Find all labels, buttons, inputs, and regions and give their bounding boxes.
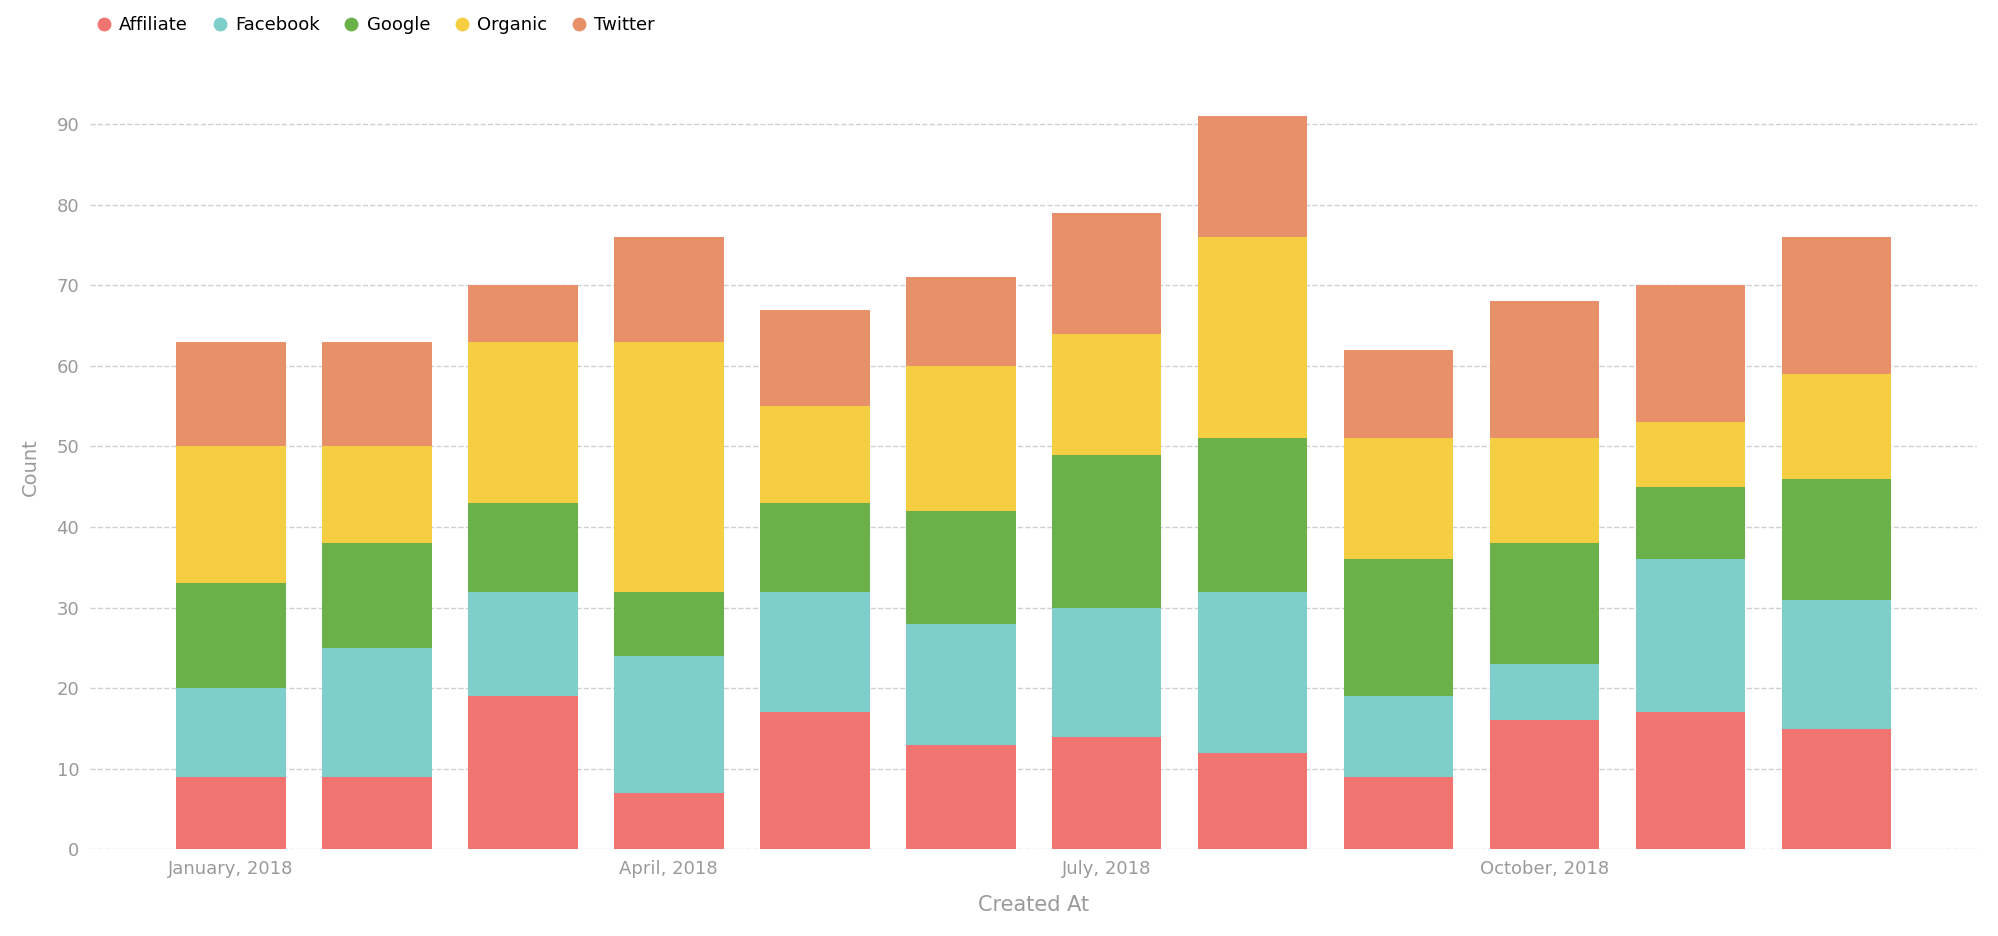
Bar — [1782, 478, 1892, 600]
Bar — [468, 503, 577, 592]
Bar — [1199, 438, 1307, 592]
Bar — [1053, 333, 1161, 455]
Bar — [468, 285, 577, 342]
Bar — [1345, 560, 1453, 696]
Bar — [1199, 753, 1307, 849]
Bar — [905, 511, 1015, 623]
X-axis label: Created At: Created At — [979, 895, 1089, 915]
Bar — [1491, 664, 1600, 721]
Bar — [322, 777, 432, 849]
Bar — [759, 592, 869, 712]
Bar — [176, 342, 286, 446]
Bar — [1636, 487, 1746, 560]
Bar — [905, 745, 1015, 849]
Bar — [176, 777, 286, 849]
Bar — [1782, 374, 1892, 478]
Bar — [1782, 237, 1892, 374]
Bar — [468, 342, 577, 503]
Bar — [468, 592, 577, 696]
Bar — [468, 696, 577, 849]
Bar — [1345, 777, 1453, 849]
Bar — [1345, 696, 1453, 777]
Bar — [1636, 285, 1746, 422]
Bar — [176, 688, 286, 777]
Bar — [759, 712, 869, 849]
Bar — [759, 310, 869, 406]
Bar — [1491, 301, 1600, 438]
Bar — [1636, 422, 1746, 487]
Bar — [1782, 600, 1892, 728]
Bar — [613, 793, 723, 849]
Bar — [1345, 350, 1453, 438]
Bar — [613, 656, 723, 793]
Bar — [1636, 560, 1746, 712]
Bar — [322, 342, 432, 446]
Bar — [1199, 237, 1307, 438]
Bar — [322, 446, 432, 543]
Bar — [759, 503, 869, 592]
Bar — [176, 446, 286, 583]
Bar — [1491, 721, 1600, 849]
Bar — [1491, 543, 1600, 664]
Bar — [905, 277, 1015, 366]
Bar — [1636, 712, 1746, 849]
Bar — [1345, 438, 1453, 560]
Bar — [1199, 592, 1307, 753]
Legend: Affiliate, Facebook, Google, Organic, Twitter: Affiliate, Facebook, Google, Organic, Tw… — [100, 16, 655, 35]
Bar — [1491, 438, 1600, 543]
Bar — [176, 583, 286, 688]
Bar — [905, 366, 1015, 511]
Bar — [1053, 737, 1161, 849]
Bar — [613, 342, 723, 592]
Bar — [1053, 455, 1161, 607]
Bar — [1053, 607, 1161, 737]
Bar — [1782, 728, 1892, 849]
Bar — [759, 406, 869, 503]
Bar — [613, 237, 723, 342]
Bar — [905, 623, 1015, 745]
Y-axis label: Count: Count — [20, 438, 40, 495]
Bar — [613, 592, 723, 656]
Bar — [322, 543, 432, 648]
Bar — [322, 648, 432, 777]
Bar — [1199, 116, 1307, 237]
Bar — [1053, 212, 1161, 333]
